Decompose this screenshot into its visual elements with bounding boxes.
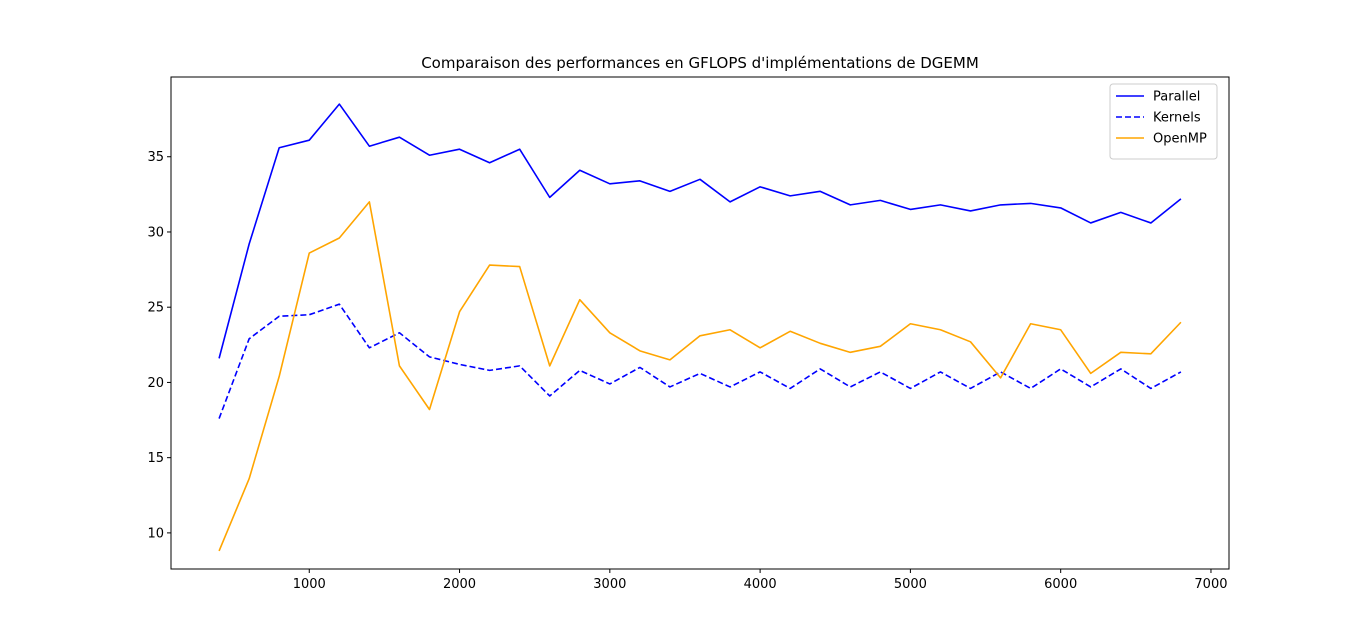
legend-label-openmp: OpenMP: [1153, 132, 1207, 147]
y-tick-label: 15: [147, 451, 164, 466]
legend: Parallel Kernels OpenMP: [1109, 83, 1218, 160]
series-line-parallel: [218, 103, 1182, 359]
legend-label-parallel: Parallel: [1153, 90, 1200, 105]
y-axis: 10 15 20 25 30 35: [147, 150, 171, 541]
plot-frame: [170, 76, 1230, 570]
y-tick-label: 10: [147, 526, 164, 541]
x-tick-label: 7000: [1194, 577, 1227, 592]
y-tick-label: 25: [147, 301, 164, 316]
y-tick-label: 35: [147, 150, 164, 165]
x-tick-label: 5000: [894, 577, 927, 592]
plot-layer: [218, 103, 1182, 552]
x-axis: 1000 2000 3000 4000 5000 6000 7000: [293, 569, 1228, 592]
legend-label-kernels: Kernels: [1153, 111, 1201, 126]
series-line-kernels: [218, 303, 1182, 419]
chart-title: Comparaison des performances en GFLOPS d…: [421, 54, 979, 72]
x-tick-label: 3000: [593, 577, 626, 592]
y-tick-label: 30: [147, 225, 164, 240]
x-tick-label: 6000: [1044, 577, 1077, 592]
x-tick-label: 4000: [744, 577, 777, 592]
x-tick-label: 2000: [443, 577, 476, 592]
y-tick-label: 20: [147, 376, 164, 391]
legend-box: [1109, 83, 1218, 160]
x-tick-label: 1000: [293, 577, 326, 592]
series-line-openmp: [218, 201, 1182, 552]
